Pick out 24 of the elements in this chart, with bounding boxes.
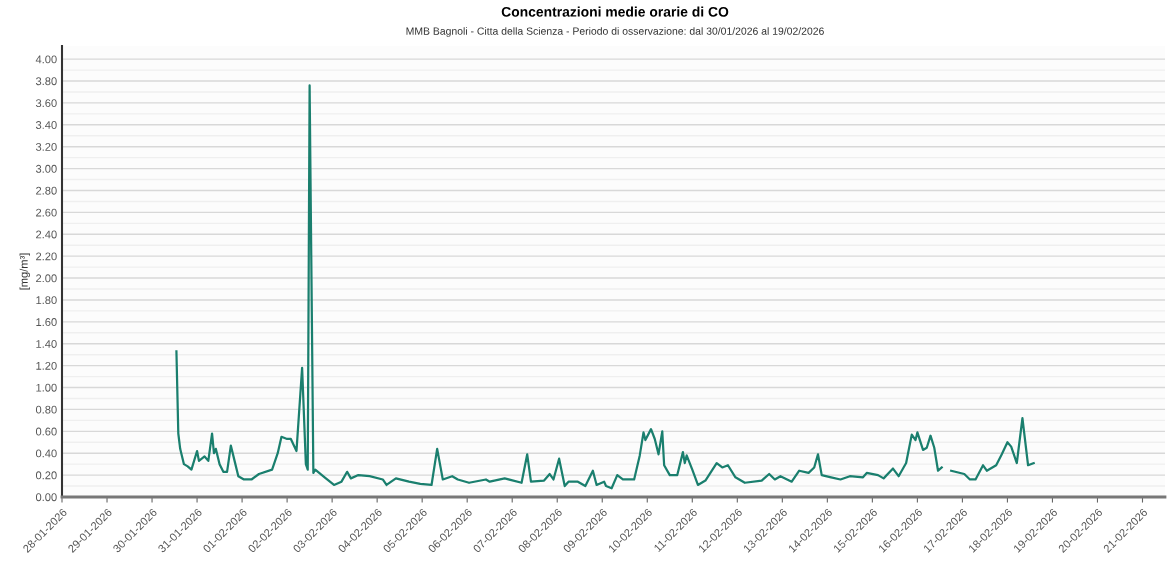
- y-tick-label: 1.00: [36, 383, 57, 392]
- y-tick-label: 2.40: [36, 230, 57, 239]
- y-tick-label: 0.80: [35, 405, 57, 414]
- y-tick-label: 0.60: [35, 427, 57, 436]
- y-tick-label: 3.40: [35, 121, 57, 129]
- y-tick-label: 2.80: [36, 186, 57, 195]
- chart-subtitle: MMB Bagnoli - Citta della Scienza - Periodo di osservazione: dal 30/01/2026 al 19/02/2026: [406, 27, 824, 37]
- y-tick-label: 2.60: [36, 208, 57, 217]
- chart-title: Concentrazioni medie orarie di CO: [501, 6, 729, 17]
- y-tick-label: 3.80: [35, 77, 57, 86]
- y-tick-label: 2.20: [36, 252, 57, 261]
- y-tick-label: 0.00: [35, 493, 57, 502]
- y-axis-title: [mg/m³]: [19, 253, 30, 290]
- y-tick-label: 3.20: [35, 142, 57, 151]
- y-tick-label: 3.60: [35, 99, 57, 108]
- y-tick-label: 0.40: [35, 449, 57, 458]
- y-tick-label: 1.40: [36, 340, 57, 348]
- y-tick-label: 1.60: [36, 318, 57, 326]
- y-tick-label: 0.20: [35, 471, 57, 480]
- y-tick-label: 4.00: [35, 55, 57, 64]
- y-tick-label: 1.80: [36, 296, 57, 305]
- y-tick-label: 2.00: [36, 274, 57, 283]
- y-tick-label: 1.20: [36, 361, 57, 370]
- y-tick-label: 3.00: [35, 164, 57, 173]
